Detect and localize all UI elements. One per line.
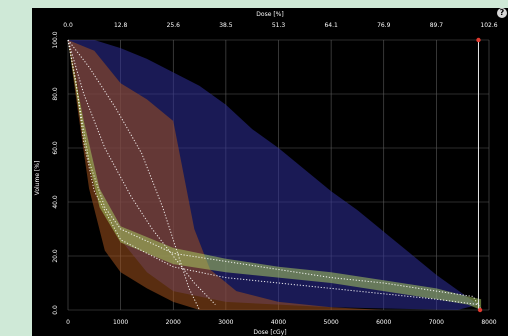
x-bottom-tick-label: 7000 [429, 319, 444, 326]
dvh-curves [67, 39, 482, 311]
x-top-tick-label: 102.6 [480, 22, 497, 29]
y-tick-label: 60.0 [52, 141, 59, 155]
x-bottom-tick-label: 1000 [113, 319, 128, 326]
x-top-tick-label: 89.7 [430, 22, 444, 29]
dvh-dotted-curve [67, 39, 482, 311]
dvh-marker [477, 307, 483, 313]
x-top-tick-label: 76.9 [377, 22, 391, 29]
y-tick-label: 40.0 [52, 195, 59, 209]
dvh-markers [476, 37, 483, 313]
x-bottom-tick-label: 4000 [271, 319, 286, 326]
dvh-chart-panel: 0 0.0 1000 12.8 2000 25.6 3000 38.5 4000 51.3 5000… [32, 8, 508, 336]
x-top-tick-label: 12.8 [114, 22, 128, 29]
x-bottom-tick-label: 5000 [323, 319, 338, 326]
x-bottom-tick-label: 3000 [218, 319, 233, 326]
dose-volume-histogram: 0 0.0 1000 12.8 2000 25.6 3000 38.5 4000 51.3 5000… [34, 11, 498, 336]
x-bottom-tick-label: 6000 [376, 319, 391, 326]
y-tick-label: 0.0 [52, 305, 59, 315]
dvh-marker [476, 37, 481, 43]
x-bottom-tick-label: 8000 [481, 319, 496, 326]
bottom-axis-label: Dose [cGy] [253, 329, 286, 336]
x-top-tick-label: 25.6 [167, 22, 181, 29]
x-top-tick-label: 38.5 [219, 22, 233, 29]
y-tick-label: 80.0 [52, 87, 59, 101]
y-tick-label: 100.0 [52, 31, 59, 48]
axis-tick-labels: 0 0.0 1000 12.8 2000 25.6 3000 38.5 4000 51.3 5000… [52, 22, 498, 326]
dvh-dotted-curve [67, 39, 201, 311]
dvh-bands [68, 40, 482, 310]
dvh-dotted-curve [67, 39, 216, 305]
y-axis-label: Volume [%] [34, 161, 41, 196]
x-top-tick-label: 64.1 [324, 22, 338, 29]
top-axis-label: Dose [%] [256, 11, 283, 18]
help-icon[interactable]: ? [497, 8, 507, 18]
x-top-tick-label: 0.0 [63, 22, 73, 29]
y-tick-label: 20.0 [52, 249, 59, 263]
x-top-tick-label: 51.3 [272, 22, 286, 29]
dvh-dotted-curve [67, 39, 482, 311]
x-bottom-tick-label: 2000 [166, 319, 181, 326]
x-bottom-tick-label: 0 [66, 319, 70, 326]
